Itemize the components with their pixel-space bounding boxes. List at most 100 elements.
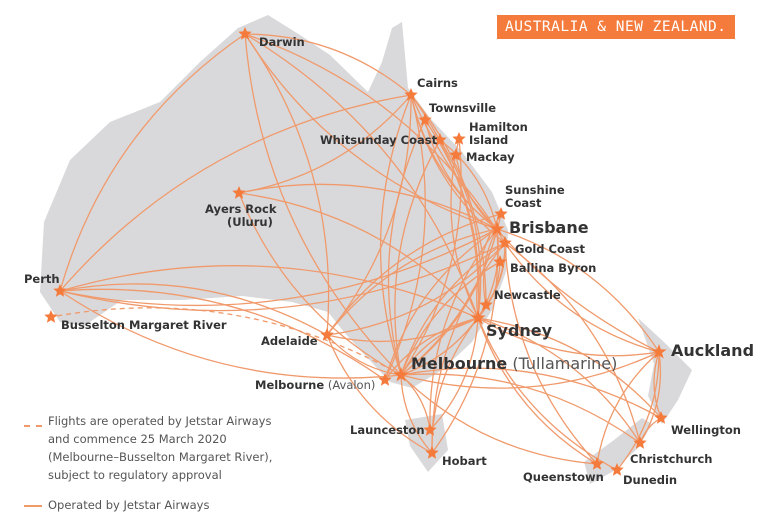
city-star-icon[interactable] [479,298,493,311]
route-goldcoast-auckland [504,242,660,353]
route-melbourne-christchurch [400,373,641,444]
city-star-icon[interactable] [449,148,463,161]
route-goldcoast-queenstown [504,242,598,465]
city-label-sydney: Sydney [486,321,553,340]
city-star-icon[interactable] [452,132,466,145]
route-perth-sydney [59,265,479,319]
city-star-icon[interactable] [425,446,439,459]
city-label-dunedin: Dunedin [623,473,677,487]
route-hamilton-melbourne [400,138,462,376]
route-brisbane-newcastle [482,228,498,306]
city-star-icon[interactable] [489,221,505,236]
route-melbourne-busselton [50,307,402,376]
city-star-icon[interactable] [423,423,437,436]
route-goldcoast-christchurch [504,242,641,444]
city-star-icon[interactable] [44,310,58,323]
route-sydney-dunedin [477,317,618,471]
route-auckland-christchurch [639,351,662,444]
route-sydney-hobart [431,317,479,454]
city-label-sunshine: Sunshine Coast [505,183,565,210]
city-star-icon[interactable] [404,88,418,101]
city-label-christchurch: Christchurch [630,452,712,466]
city-label-queenstown: Queenstown [523,470,604,484]
route-goldcoast-newcastle [485,242,506,306]
route-auckland-dunedin [616,351,660,471]
route-darwin-adelaide [244,33,330,336]
city-star-icon[interactable] [433,133,447,146]
city-star-icon[interactable] [320,328,334,341]
city-label-melbourne: Melbourne (Tullamarine) [411,354,617,373]
route-adelaide-hobart [326,334,433,454]
route-cairns-auckland [410,94,660,353]
route-ayers-melbourne [238,192,402,376]
city-label-newcastle: Newcastle [494,288,561,302]
route-cairns-goldcoast [410,94,506,244]
route-perth-melbourne [59,290,402,379]
tasmania-landmass [405,414,448,472]
route-mackay-brisbane [455,154,498,230]
route-sydney-christchurch [477,317,641,444]
route-melbourne-auckland [400,351,660,389]
city-star-icon[interactable] [633,436,647,449]
legend-planned: Flights are operated by Jetstar Airways … [24,412,272,484]
city-label-avalon: Melbourne (Avalon) [255,378,375,392]
route-darwin-goldcoast [244,33,506,244]
legend-text: Operated by Jetstar Airways [48,498,210,512]
city-star-icon[interactable] [654,411,668,424]
route-cairns-melbourne [379,94,412,376]
city-star-icon[interactable] [53,284,67,297]
city-label-townsville: Townsville [429,101,496,115]
city-label-busselton: Busselton Margaret River [61,318,227,332]
city-star-icon[interactable] [232,186,246,199]
route-sunshine-adelaide [326,213,502,336]
nz-north-island [638,318,692,424]
route-melbourne-adelaide [326,334,402,376]
city-label-hobart: Hobart [442,454,487,468]
route-sydney-adelaide [326,317,479,342]
route-ayers-brisbane [238,183,498,230]
city-label-perth: Perth [24,272,60,286]
route-sydney-launceston [429,317,479,431]
legend-text: subject to regulatory approval [48,468,222,482]
routes-layer [50,33,662,471]
city-label-ayers: Ayers Rock (Uluru) [205,202,277,229]
route-perth-brisbane [59,228,498,307]
city-star-icon[interactable] [393,367,409,382]
city-star-icon[interactable] [498,236,512,249]
city-star-icon[interactable] [590,457,604,470]
dashed-line-swatch [24,424,42,427]
route-perth-goldcoast [59,242,506,312]
route-auckland-queenstown [596,351,660,465]
city-label-launceston: Launceston [350,423,425,437]
solid-line-swatch [24,504,42,507]
city-star-icon[interactable] [238,27,252,40]
route-darwin-brisbane [244,33,498,230]
legend-text: Flights are operated by Jetstar Airways [48,414,272,428]
legend-text: and commence 25 March 2020 [48,432,227,446]
city-star-icon[interactable] [493,255,507,268]
city-star-icon[interactable] [378,373,392,386]
city-star-icon[interactable] [418,113,432,126]
city-label-auckland: Auckland [671,341,754,360]
route-whitsunday-melbourne [394,139,441,376]
city-star-icon[interactable] [470,310,486,325]
city-star-icon[interactable] [494,207,508,220]
route-goldcoast-melbourne [400,242,506,376]
route-brisbane-avalon [384,228,498,381]
route-darwin-sydney [244,33,479,319]
route-darwin-cairns [244,33,412,96]
legend-operated: Operated by Jetstar Airways [24,496,209,514]
city-label-darwin: Darwin [259,35,305,49]
route-sydney-auckland [477,317,660,357]
route-whitsunday-brisbane [439,139,498,230]
route-ayers-sydney [238,192,479,319]
route-cairns-perth [59,94,412,292]
route-goldcoast-adelaide [326,242,506,336]
legend-text: (Melbourne–Busselton Margaret River), [48,450,273,464]
route-brisbane-auckland [496,228,660,353]
city-star-icon[interactable] [610,463,624,476]
city-star-icon[interactable] [651,344,667,359]
route-sydney-queenstown [477,317,598,465]
route-townsville-brisbane [424,119,498,230]
